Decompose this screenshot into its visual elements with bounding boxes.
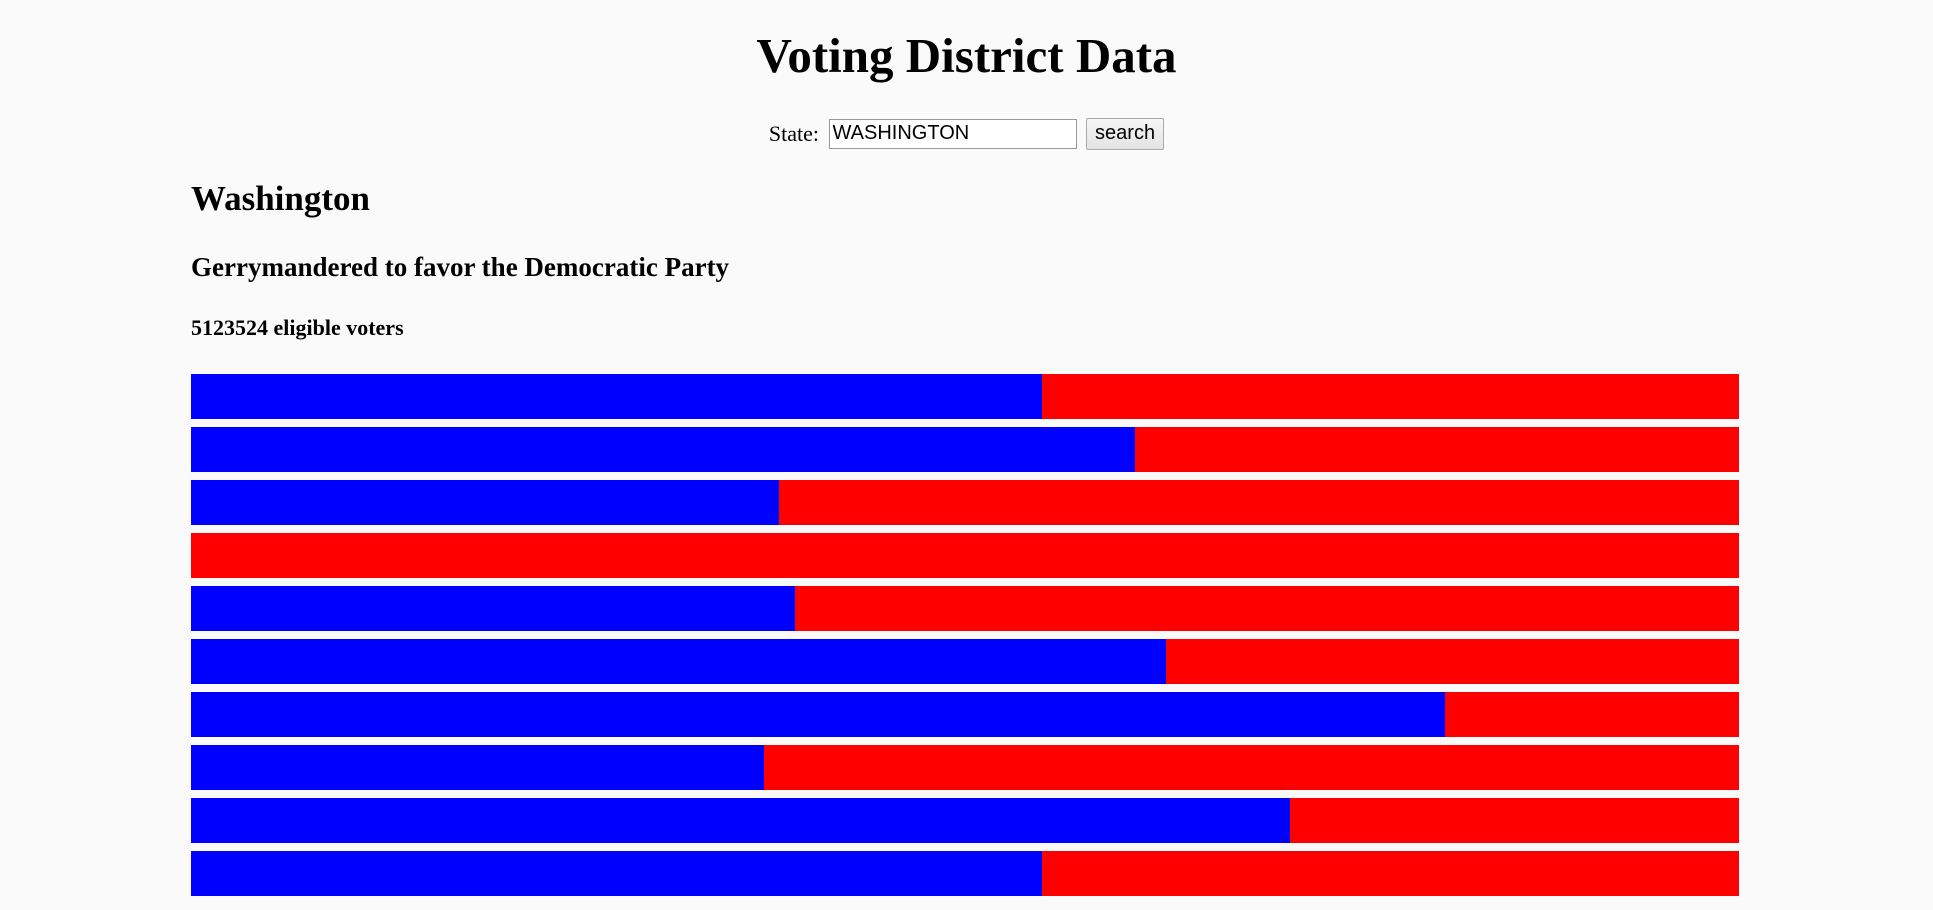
district-bar xyxy=(191,639,1739,684)
republican-share-segment xyxy=(1135,427,1739,472)
democratic-share-segment xyxy=(191,586,795,631)
state-search-input[interactable] xyxy=(828,118,1077,149)
district-bar xyxy=(191,692,1739,737)
democratic-share-segment xyxy=(191,798,1291,843)
republican-share-segment xyxy=(1166,639,1739,684)
district-bar xyxy=(191,745,1739,790)
republican-share-segment xyxy=(1444,692,1739,737)
republican-share-segment xyxy=(1042,374,1739,419)
republican-share-segment xyxy=(779,480,1739,525)
search-form: State: search xyxy=(0,115,1933,151)
gerrymander-status: Gerrymandered to favor the Democratic Pa… xyxy=(191,252,730,282)
democratic-share-segment xyxy=(191,639,1167,684)
eligible-voters-count: 5123524 eligible voters xyxy=(191,315,404,340)
district-bar xyxy=(191,851,1739,896)
district-bar xyxy=(191,427,1739,472)
district-bar xyxy=(191,480,1739,525)
democratic-share-segment xyxy=(191,374,1043,419)
democratic-share-segment xyxy=(191,851,1043,896)
state-name: Washington xyxy=(191,179,370,218)
district-bars-chart xyxy=(191,374,1739,904)
page-title: Voting District Data xyxy=(756,28,1177,83)
republican-share-segment xyxy=(1290,798,1739,843)
democratic-share-segment xyxy=(191,692,1445,737)
district-bar xyxy=(191,586,1739,631)
district-bar xyxy=(191,533,1739,578)
search-button[interactable]: search xyxy=(1086,117,1165,150)
district-bar xyxy=(191,374,1739,419)
republican-share-segment xyxy=(1042,851,1739,896)
republican-share-segment xyxy=(191,533,1739,578)
democratic-share-segment xyxy=(191,480,780,525)
democratic-share-segment xyxy=(191,427,1136,472)
republican-share-segment xyxy=(763,745,1739,790)
district-bar xyxy=(191,798,1739,843)
democratic-share-segment xyxy=(191,745,764,790)
republican-share-segment xyxy=(794,586,1739,631)
state-label: State: xyxy=(768,120,820,146)
